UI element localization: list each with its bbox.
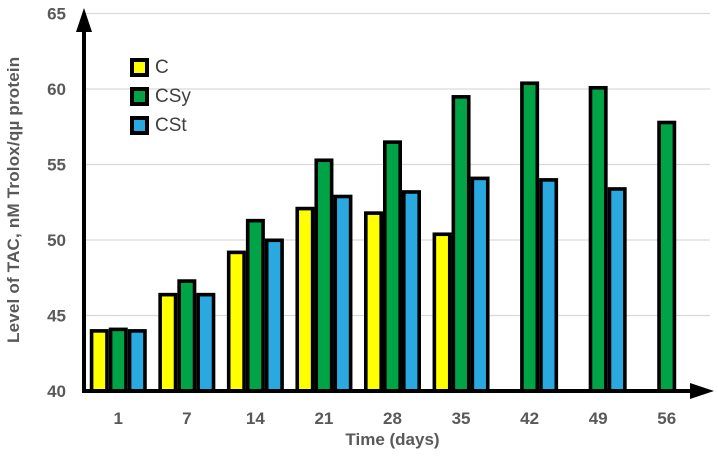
x-tick-label-28: 28 [383, 409, 402, 428]
bar-csy-day-49 [588, 85, 608, 393]
bar-csy-day-7 [177, 279, 197, 393]
x-tick-label-7: 7 [182, 409, 191, 428]
y-axis-arrowhead [76, 8, 92, 32]
legend: C CSy CSt [130, 58, 191, 145]
bar-cst-day-1 [127, 329, 147, 393]
x-tick-label-42: 42 [520, 409, 539, 428]
bar-cst-day-49 [607, 187, 627, 393]
x-tick-label-49: 49 [589, 409, 608, 428]
x-tick-label-1: 1 [114, 409, 123, 428]
bar-c-day-1 [89, 329, 109, 393]
y-tick-label-55: 55 [47, 156, 66, 175]
bar-csy-day-35 [451, 95, 471, 393]
legend-swatch-cst [130, 116, 149, 135]
bar-csy-day-14 [245, 218, 265, 393]
bar-c-day-14 [226, 250, 246, 393]
bar-csy-day-28 [382, 140, 402, 393]
bar-csy-day-1 [108, 327, 128, 393]
bar-c-day-28 [363, 211, 383, 393]
x-axis-title: Time (days) [345, 430, 440, 449]
legend-swatch-csy [130, 87, 149, 106]
legend-label-cst: CSt [155, 115, 187, 136]
y-tick-label-40: 40 [47, 382, 66, 401]
x-tick-label-35: 35 [452, 409, 471, 428]
x-tick-label-56: 56 [657, 409, 676, 428]
bar-csy-day-21 [314, 158, 334, 393]
x-axis-arrowhead [690, 383, 714, 399]
bar-c-day-21 [295, 206, 315, 393]
x-tick-label-21: 21 [314, 409, 333, 428]
bar-c-day-7 [158, 292, 178, 393]
y-tick-label-65: 65 [47, 5, 66, 24]
bar-cst-day-42 [539, 178, 559, 393]
bar-cst-day-21 [333, 194, 353, 393]
x-tick-label-14: 14 [246, 409, 265, 428]
bar-csy-day-42 [520, 81, 540, 393]
y-tick-label-45: 45 [47, 307, 66, 326]
bar-cst-day-35 [470, 176, 490, 393]
legend-item-cst: CSt [130, 116, 191, 135]
y-axis-title: Level of TAC, nM Trolox/qµ protein [4, 56, 23, 344]
bar-cst-day-28 [401, 190, 421, 393]
bar-cst-day-7 [196, 292, 216, 393]
bar-cst-day-14 [264, 238, 284, 393]
legend-label-c: C [155, 57, 169, 78]
y-tick-label-60: 60 [47, 80, 66, 99]
bar-c-day-35 [432, 232, 452, 393]
y-tick-label-50: 50 [47, 231, 66, 250]
legend-swatch-c [130, 58, 149, 77]
legend-item-c: C [130, 58, 191, 77]
legend-item-csy: CSy [130, 87, 191, 106]
legend-label-csy: CSy [155, 86, 191, 107]
bar-csy-day-56 [657, 120, 677, 393]
